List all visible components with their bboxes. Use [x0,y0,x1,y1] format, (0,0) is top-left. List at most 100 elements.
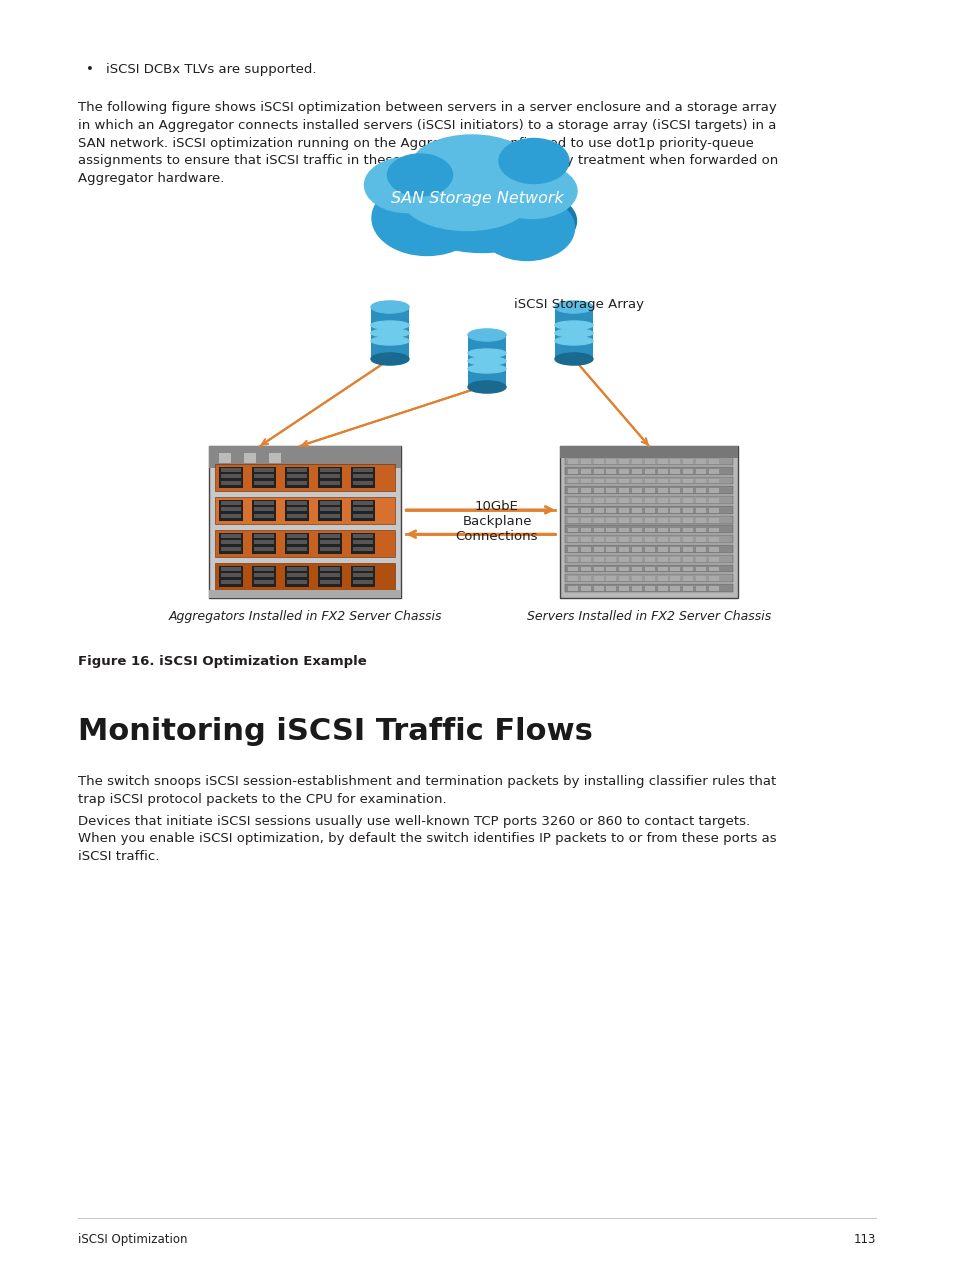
Bar [606,567,616,572]
Bar [253,501,274,505]
Bar [319,547,339,552]
Ellipse shape [555,336,593,345]
Bar [670,508,679,512]
Text: Monitoring iSCSI Traffic Flows: Monitoring iSCSI Traffic Flows [78,716,592,746]
Bar [696,547,705,552]
Bar [559,446,738,598]
Bar [567,459,578,464]
Bar [287,567,307,571]
Bar [319,507,339,511]
Text: The following figure shows iSCSI optimization between servers in a server enclos: The following figure shows iSCSI optimiz… [78,101,776,114]
Bar [657,488,667,493]
Bar [353,468,373,472]
Bar [287,474,307,478]
Bar [631,498,641,503]
Bar [696,557,705,562]
Bar [657,586,667,591]
Bar [657,567,667,572]
Ellipse shape [468,349,505,358]
Bar [221,534,241,538]
Bar [682,586,693,591]
Bar [631,586,641,591]
Ellipse shape [401,166,532,231]
Bar [682,557,693,562]
Text: trap iSCSI protocol packets to the CPU for examination.: trap iSCSI protocol packets to the CPU f… [78,792,446,805]
Bar [567,498,578,503]
Bar [657,517,667,522]
Bar [221,501,241,505]
Bar [708,586,718,591]
Bar [618,567,629,572]
Bar [285,500,309,521]
Bar [682,567,693,572]
Bar [353,573,373,577]
Bar [606,557,616,562]
Bar [564,545,732,553]
Bar [253,540,274,544]
Bar [468,335,505,387]
Bar [580,517,590,522]
Bar [644,538,654,543]
Bar [631,508,641,512]
Bar [221,573,241,577]
Bar [618,586,629,591]
Bar [644,459,654,464]
Bar [567,547,578,552]
Bar [285,566,309,587]
Bar [353,481,373,484]
Bar [606,547,616,552]
Bar [317,467,341,488]
Bar [287,481,307,484]
Bar [353,547,373,552]
Bar [696,469,705,473]
Bar [618,459,629,464]
Bar [670,567,679,572]
Bar [670,547,679,552]
Bar [657,469,667,473]
Text: Aggregator hardware.: Aggregator hardware. [78,172,224,185]
Bar [644,586,654,591]
Ellipse shape [364,157,449,213]
Bar [319,573,339,577]
Bar [593,577,603,581]
Bar [580,586,590,591]
Bar [351,533,375,554]
Bar [657,547,667,552]
Bar [209,590,400,598]
Bar [269,453,281,463]
Bar [567,586,578,591]
Bar [580,557,590,562]
Bar [593,538,603,543]
Bar [580,478,590,483]
Bar [252,500,275,521]
Bar [253,514,274,519]
Bar [644,557,654,562]
Bar [696,586,705,591]
Bar [682,527,693,533]
Bar [219,453,231,463]
Bar [253,481,274,484]
Bar [682,459,693,464]
Bar [657,577,667,581]
Bar [564,535,732,543]
Bar [708,508,718,512]
Bar [252,566,275,587]
Bar [618,469,629,473]
Ellipse shape [555,328,593,337]
Bar [221,507,241,511]
Bar [657,527,667,533]
Ellipse shape [486,164,577,218]
Bar [696,577,705,581]
Ellipse shape [468,328,505,341]
Bar [593,469,603,473]
Bar [618,547,629,552]
Bar [670,498,679,503]
Bar [564,496,732,503]
Bar [682,517,693,522]
Text: •: • [86,63,93,76]
Bar [580,577,590,581]
Bar [593,488,603,493]
Bar [708,557,718,562]
Bar [219,533,243,554]
Bar [606,478,616,483]
